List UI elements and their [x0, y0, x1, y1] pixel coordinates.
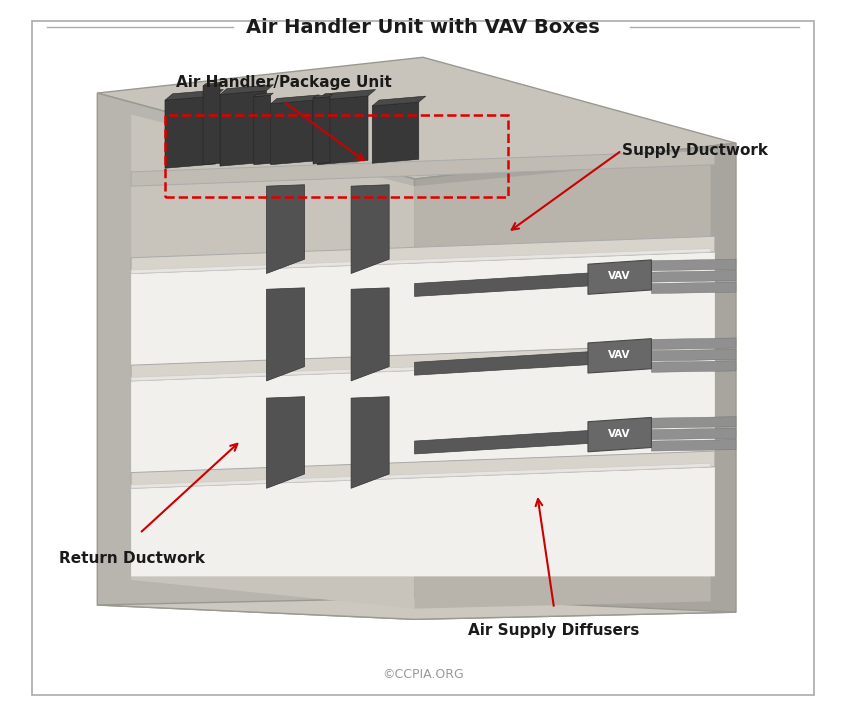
Polygon shape	[415, 143, 736, 619]
Polygon shape	[97, 57, 736, 179]
Polygon shape	[351, 397, 389, 488]
Text: VAV: VAV	[608, 271, 631, 281]
Polygon shape	[351, 288, 389, 381]
Polygon shape	[131, 463, 711, 488]
Polygon shape	[415, 158, 711, 609]
Text: ©CCPIA.ORG: ©CCPIA.ORG	[382, 668, 464, 681]
Polygon shape	[415, 430, 592, 454]
Polygon shape	[651, 361, 736, 372]
Polygon shape	[254, 95, 271, 165]
Text: VAV: VAV	[608, 350, 631, 360]
Polygon shape	[220, 91, 266, 166]
Text: Supply Ductwork: Supply Ductwork	[622, 143, 768, 158]
Polygon shape	[651, 440, 736, 451]
Polygon shape	[266, 288, 305, 381]
Polygon shape	[651, 417, 736, 428]
Polygon shape	[588, 417, 651, 452]
Polygon shape	[131, 467, 715, 576]
Polygon shape	[131, 252, 715, 365]
Polygon shape	[651, 282, 736, 294]
Text: Air Supply Diffusers: Air Supply Diffusers	[469, 623, 640, 638]
Polygon shape	[313, 97, 330, 164]
Polygon shape	[317, 90, 376, 100]
Polygon shape	[165, 90, 223, 100]
Polygon shape	[131, 236, 715, 274]
Polygon shape	[131, 359, 715, 473]
Polygon shape	[203, 84, 220, 165]
Polygon shape	[254, 93, 273, 97]
Polygon shape	[313, 95, 332, 98]
Polygon shape	[97, 598, 736, 619]
Polygon shape	[372, 96, 426, 106]
Polygon shape	[271, 100, 313, 165]
Polygon shape	[266, 397, 305, 488]
Text: Air Handler/Package Unit: Air Handler/Package Unit	[175, 74, 392, 90]
Polygon shape	[651, 428, 736, 440]
Polygon shape	[131, 356, 711, 381]
Polygon shape	[131, 451, 715, 488]
Polygon shape	[651, 349, 736, 361]
Polygon shape	[131, 248, 711, 274]
Polygon shape	[415, 352, 592, 375]
Polygon shape	[651, 338, 736, 349]
Polygon shape	[131, 344, 715, 381]
Polygon shape	[651, 271, 736, 282]
Bar	[165, 115, 508, 197]
Polygon shape	[317, 96, 368, 165]
Polygon shape	[372, 102, 419, 163]
Polygon shape	[203, 82, 222, 86]
Polygon shape	[131, 150, 715, 186]
Polygon shape	[165, 96, 216, 168]
Text: Return Ductwork: Return Ductwork	[59, 551, 206, 566]
Text: Air Handler Unit with VAV Boxes: Air Handler Unit with VAV Boxes	[246, 18, 600, 37]
Polygon shape	[415, 273, 592, 296]
Polygon shape	[220, 84, 273, 95]
Polygon shape	[351, 185, 389, 274]
Polygon shape	[266, 185, 305, 274]
Polygon shape	[588, 339, 651, 373]
Polygon shape	[588, 260, 651, 294]
Polygon shape	[97, 93, 415, 619]
Polygon shape	[271, 95, 320, 104]
Polygon shape	[651, 259, 736, 271]
Text: VAV: VAV	[608, 429, 631, 439]
Polygon shape	[131, 115, 415, 609]
